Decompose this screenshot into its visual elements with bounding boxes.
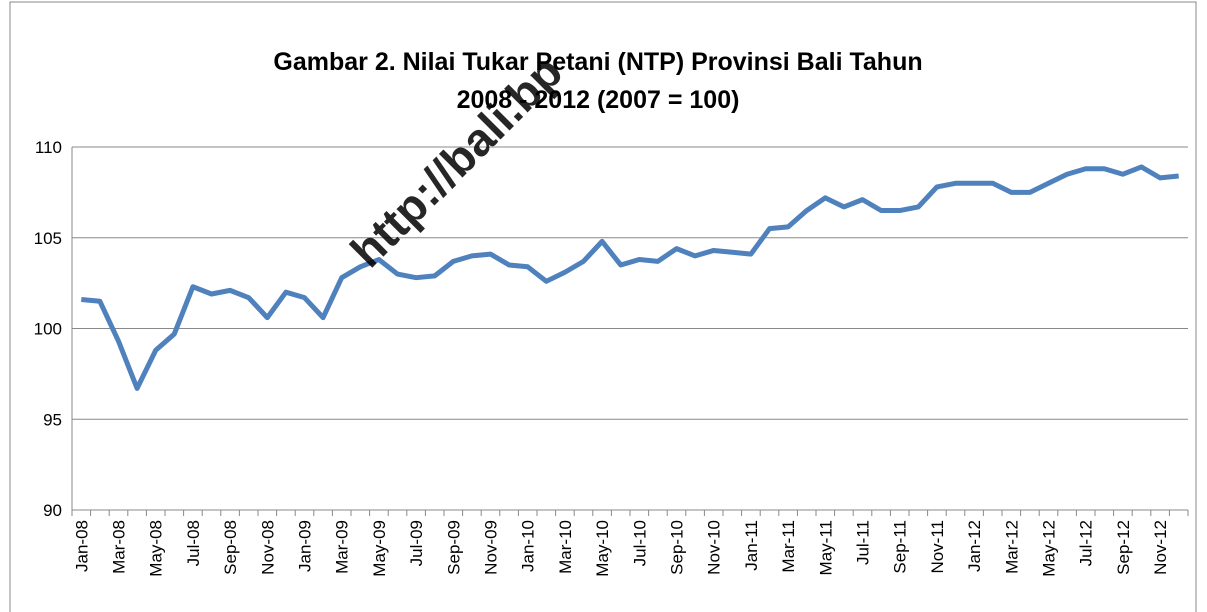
chart-title: Gambar 2. Nilai Tukar Petani (NTP) Provi… (273, 48, 922, 76)
x-tick-label: Mar-11 (779, 520, 798, 573)
x-tick-label: Mar-09 (333, 520, 352, 574)
x-tick-label: Sep-09 (444, 520, 463, 575)
x-tick-label: Jan-11 (742, 520, 761, 571)
x-tick-label: Nov-09 (482, 520, 501, 575)
x-tick-label: Mar-08 (110, 520, 129, 574)
x-tick-label: Mar-12 (1002, 520, 1021, 574)
x-tick-label: Nov-12 (1151, 520, 1170, 575)
x-tick-label: May-09 (370, 520, 389, 577)
series-line (81, 164, 1179, 391)
chart-title: 2008 - 2012 (2007 = 100) (457, 86, 740, 114)
x-tick-label: Jul-10 (630, 520, 649, 566)
x-tick-label: Jul-09 (407, 520, 426, 566)
x-tick-label: May-12 (1040, 520, 1059, 577)
x-tick-label: Sep-08 (221, 520, 240, 575)
y-tick-label: 90 (43, 501, 62, 520)
x-tick-label: Jan-09 (296, 520, 315, 572)
x-tick-label: Sep-11 (891, 520, 910, 574)
x-tick-label: Nov-11 (928, 520, 947, 574)
y-tick-label: 110 (35, 138, 62, 157)
x-tick-label: Jan-08 (72, 520, 91, 572)
x-tick-label: Jul-08 (184, 520, 203, 566)
y-tick-label: 105 (34, 229, 62, 248)
x-tick-label: May-08 (147, 520, 166, 577)
x-tick-label: Jul-12 (1077, 520, 1096, 566)
x-tick-label: May-11 (816, 520, 835, 575)
y-tick-label: 100 (34, 320, 62, 339)
x-tick-label: Nov-10 (705, 520, 724, 575)
y-tick-label: 95 (43, 410, 62, 429)
x-tick-label: Jan-10 (519, 520, 538, 572)
x-tick-label: May-10 (593, 520, 612, 577)
x-tick-label: Sep-12 (1114, 520, 1133, 575)
x-tick-label: Jan-12 (965, 520, 984, 572)
x-tick-label: Mar-10 (556, 520, 575, 574)
x-tick-label: Sep-10 (668, 520, 687, 575)
x-tick-label: Jul-11 (854, 520, 873, 565)
x-tick-label: Nov-08 (258, 520, 277, 575)
